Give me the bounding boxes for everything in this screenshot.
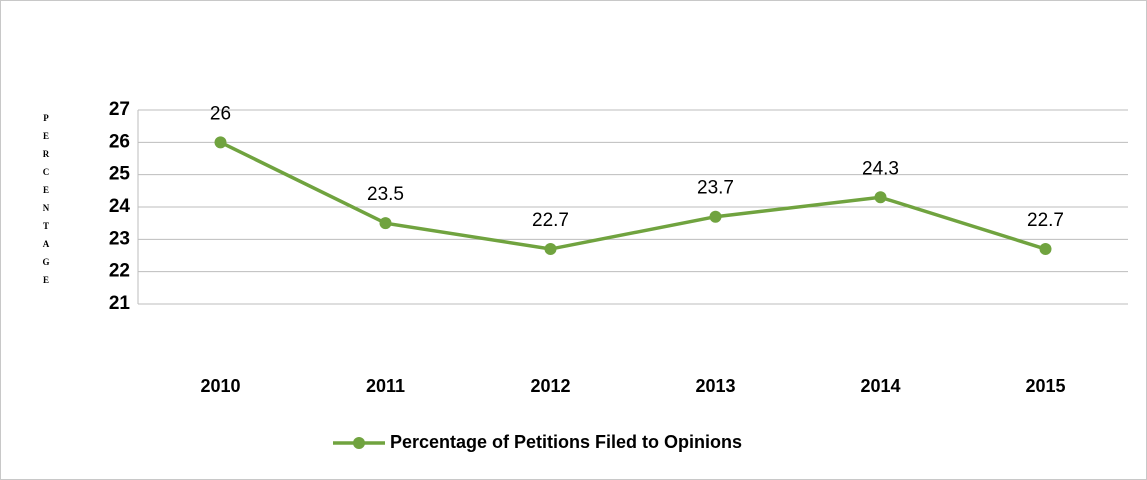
y-tick-label: 27	[109, 99, 130, 120]
x-tick-label: 2015	[1025, 376, 1065, 396]
data-label: 23.5	[367, 184, 404, 205]
y-tick-label: 26	[109, 131, 130, 152]
y-tick-label: 21	[109, 293, 131, 314]
data-label: 23.7	[697, 178, 734, 199]
data-point	[709, 210, 722, 223]
x-tick-label: 2010	[200, 376, 240, 396]
data-point	[1039, 243, 1052, 256]
data-point	[544, 243, 557, 256]
legend-marker	[353, 437, 365, 449]
data-line	[219, 140, 1047, 251]
y-tick-label: 24	[109, 196, 131, 217]
y-tick-label: 22	[109, 261, 130, 282]
x-tick-label: 2012	[530, 376, 570, 396]
data-point	[214, 136, 227, 149]
data-point	[874, 191, 887, 204]
data-label: 22.7	[532, 210, 569, 231]
data-label: 24.3	[862, 158, 899, 179]
data-label: 22.7	[1027, 210, 1064, 231]
y-axis-label: PERCENTAGE	[41, 113, 51, 293]
x-tick-label: 2013	[695, 376, 735, 396]
data-label: 26	[210, 103, 231, 124]
x-tick-label: 2011	[366, 376, 405, 396]
y-tick-label: 23	[109, 228, 130, 249]
data-point	[379, 217, 392, 230]
y-tick-label: 25	[109, 164, 131, 185]
legend-label: Percentage of Petitions Filed to Opinion…	[390, 432, 742, 452]
x-tick-label: 2014	[860, 376, 900, 396]
